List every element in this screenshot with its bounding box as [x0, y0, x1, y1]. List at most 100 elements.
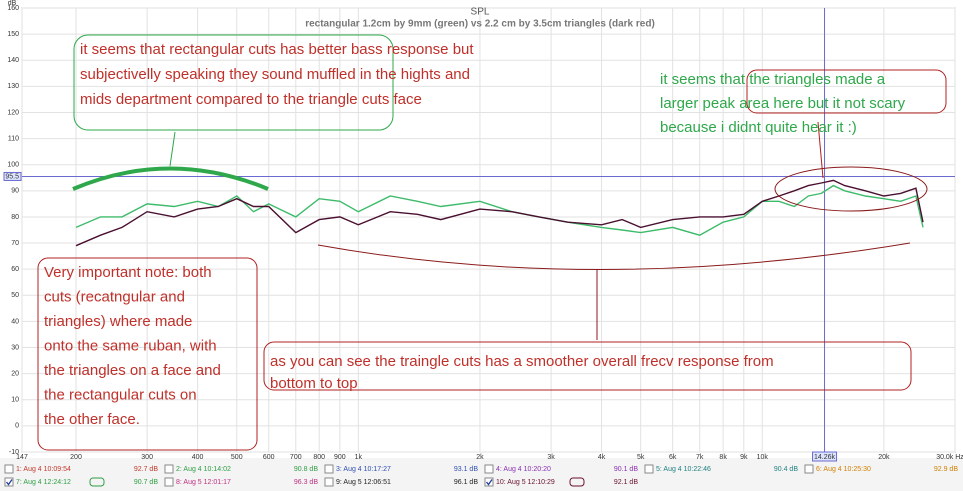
y-tick-label: 30 — [11, 344, 19, 351]
chart-title: SPL — [471, 7, 490, 18]
y-tick-label: 10 — [11, 397, 19, 404]
x-tick-label: 6k — [669, 454, 677, 461]
legend-label: 2: Aug 4 10:14:02 — [176, 466, 231, 473]
y-tick-label: 50 — [11, 292, 19, 299]
grid — [21, 7, 956, 453]
trace-icon — [89, 477, 105, 487]
legend-label: 8: Aug 5 12:01:17 — [176, 479, 231, 486]
y-tick-label: 140 — [7, 57, 19, 64]
checkbox[interactable] — [4, 464, 14, 474]
checkbox[interactable] — [324, 464, 334, 474]
checkbox[interactable] — [324, 477, 334, 487]
checkbox[interactable] — [484, 477, 494, 487]
y-tick-label: 130 — [7, 83, 19, 90]
annotation-text: larger peak area here but it not scary — [660, 95, 906, 112]
series-line — [75, 179, 924, 247]
legend-reading: 92.7 dB — [134, 466, 158, 473]
annotation-text: because i didnt quite hear it :) — [660, 119, 857, 136]
y-tick-label: 80 — [11, 214, 19, 221]
cursor-y-label: 95.5 — [5, 173, 19, 180]
annotation-text: the other face. — [44, 411, 140, 428]
y-tick-label: 160 — [7, 5, 19, 12]
chart-subtitle: rectangular 1.2cm by 9mm (green) vs 2.2 … — [305, 19, 655, 30]
note-box — [73, 34, 394, 131]
legend-reading: 90.7 dB — [134, 479, 158, 486]
annotation-text: bottom to top — [270, 375, 358, 392]
annotation-text: subjectivelly speaking they sound muffle… — [80, 66, 470, 83]
legend-reading: 96.1 dB — [454, 479, 478, 486]
x-tick-label: 8k — [719, 454, 727, 461]
checkbox[interactable] — [644, 464, 654, 474]
legend-label: 1: Aug 4 10:09:54 — [16, 466, 71, 473]
checkmark — [5, 479, 13, 486]
annotation-text: Very important note: both — [44, 264, 212, 281]
note-box — [746, 69, 947, 114]
legend-label: 6: Aug 4 10:25:30 — [816, 466, 871, 473]
legend-label: 4: Aug 4 10:20:20 — [496, 466, 551, 473]
x-tick-label: 3k — [547, 454, 555, 461]
notes: it seems that rectangular cuts has bette… — [44, 41, 906, 428]
legend-reading: 92.1 dB — [614, 479, 638, 486]
annotation-text: as you can see the traingle cuts has a s… — [270, 353, 774, 370]
trace-icon — [569, 477, 585, 487]
plot-frame — [21, 7, 956, 453]
note-box — [37, 257, 258, 451]
y-tick-label: -10 — [9, 449, 19, 456]
x-tick-label: 5k — [637, 454, 645, 461]
legend-reading: 92.9 dB — [934, 466, 958, 473]
checkbox[interactable] — [804, 464, 814, 474]
x-tick-label: 2k — [476, 454, 484, 461]
x-tick-label: 500 — [231, 454, 243, 461]
legend-reading: 90.8 dB — [294, 466, 318, 473]
y-tick-label: 120 — [7, 109, 19, 116]
annotation-text: the triangles on a face and — [44, 362, 221, 379]
cursor-tag — [812, 451, 838, 462]
annotation-text: it seems that rectangular cuts has bette… — [80, 41, 474, 58]
annotation-text: triangles) where made — [44, 313, 192, 330]
decorations — [37, 34, 947, 451]
x-tick-label: 10k — [757, 454, 769, 461]
x-tick-label: 200 — [70, 454, 82, 461]
x-tick-label: 20k — [878, 454, 890, 461]
legend-reading: 90.1 dB — [614, 466, 638, 473]
y-tick-label: 20 — [11, 370, 19, 377]
x-tick-label: 30.0k Hz — [936, 454, 963, 461]
x-tick-label: 300 — [141, 454, 153, 461]
y-tick-label: 40 — [11, 318, 19, 325]
y-tick-label: 60 — [11, 266, 19, 273]
legend-label: 5: Aug 4 10:22:46 — [656, 466, 711, 473]
cursor-x-label: 14.26k — [814, 454, 836, 461]
x-tick-label: 7k — [696, 454, 704, 461]
x-tick-label: 1k — [355, 454, 363, 461]
legend-label: 9: Aug 5 12:06:51 — [336, 479, 391, 486]
legend: 1: Aug 4 10:09:54 92.7 dB 2: Aug 4 10:14:0… — [4, 464, 958, 487]
x-tick-label: 400 — [192, 454, 204, 461]
x-tick-label: 800 — [313, 454, 325, 461]
annotation-text: it seems that the triangles made a — [660, 71, 886, 88]
green-pointer — [169, 131, 176, 167]
cursor-tag — [3, 171, 22, 181]
legend-reading: 90.4 dB — [774, 466, 798, 473]
y-tick-label: 110 — [8, 135, 19, 142]
checkbox[interactable] — [484, 464, 494, 474]
x-tick-label: 900 — [334, 454, 346, 461]
legend-panel — [0, 458, 963, 491]
checkbox[interactable] — [164, 477, 174, 487]
checkmark — [485, 479, 493, 486]
y-tick-label: 150 — [7, 31, 19, 38]
x-tick-label: 600 — [263, 454, 275, 461]
y-tick-label: 0 — [15, 423, 19, 430]
brace — [317, 242, 911, 270]
x-tick-label: 147 — [16, 454, 28, 461]
checkbox[interactable] — [164, 464, 174, 474]
legend-reading: 96.3 dB — [294, 479, 318, 486]
y-tick-label: 70 — [11, 240, 19, 247]
peak-ellipse — [774, 166, 928, 212]
checkbox[interactable] — [4, 477, 14, 487]
legend-reading: 93.1 dB — [454, 466, 478, 473]
y-axis-label: dB — [8, 0, 17, 7]
x-tick-label: 4k — [598, 454, 606, 461]
green-arc — [72, 166, 269, 191]
annotation-text: the rectangular cuts on — [44, 386, 197, 403]
